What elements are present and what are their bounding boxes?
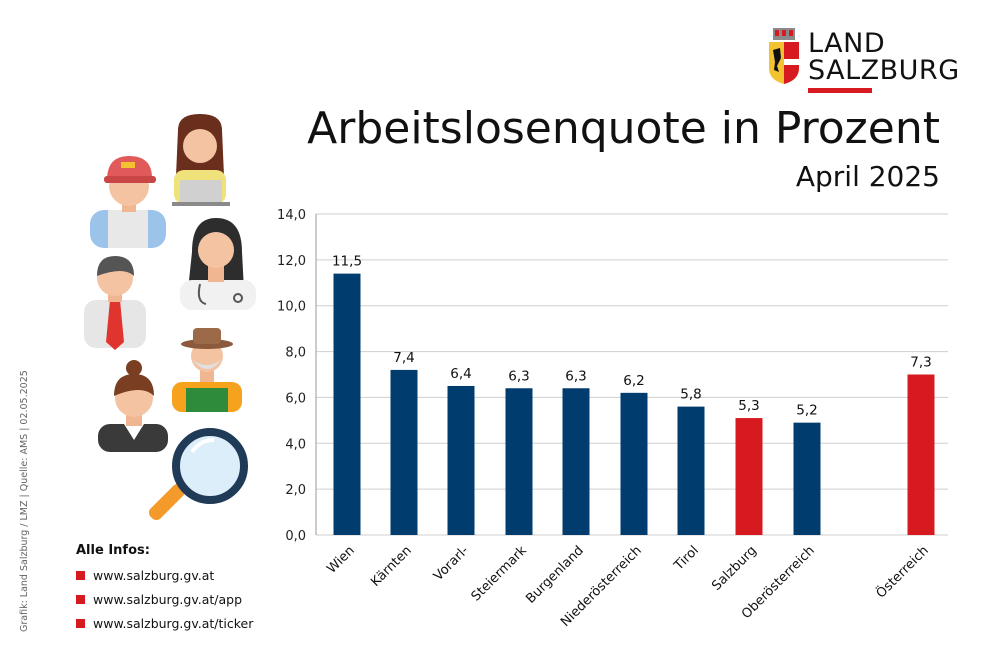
value-label: 5,8: [680, 387, 701, 403]
bar-8: [793, 422, 821, 535]
value-label: 5,3: [738, 398, 759, 414]
value-label: 6,3: [508, 368, 529, 384]
value-label: 11,5: [332, 254, 362, 270]
value-label: 5,2: [796, 403, 817, 419]
bar-1: [390, 369, 418, 535]
land-salzburg-logo: LAND SALZBURG: [766, 28, 959, 98]
value-label: 7,3: [910, 355, 931, 371]
info-title: Alle Infos:: [76, 543, 150, 558]
y-tick-label: 0,0: [285, 529, 306, 544]
bar-3: [505, 388, 533, 535]
logo-line-1: LAND: [808, 28, 886, 59]
info-link-item[interactable]: www.salzburg.gv.at/ticker: [76, 614, 253, 632]
info-link-text[interactable]: www.salzburg.gv.at: [93, 567, 215, 583]
y-tick-label: 6,0: [285, 391, 306, 406]
businessman-icon: [84, 256, 146, 350]
woman-laptop-icon: [172, 114, 230, 206]
y-tick-label: 2,0: [285, 483, 306, 498]
farmer-icon: [172, 328, 242, 412]
info-link-item[interactable]: www.salzburg.gv.at: [76, 566, 253, 584]
bar-2: [447, 385, 475, 535]
category-label: Wien: [324, 543, 358, 577]
magnifier-icon: [148, 428, 248, 521]
bar-0: [333, 273, 361, 535]
square-bullet-icon: [76, 618, 85, 628]
square-bullet-icon: [76, 594, 85, 604]
category-label: Steiermark: [469, 543, 531, 605]
doctor-icon: [180, 218, 256, 310]
bar-7: [735, 418, 763, 535]
category-label: Vorarl-: [431, 543, 472, 584]
coat-of-arms-icon: [769, 28, 799, 84]
info-links: Alle Infos: www.salzburg.gv.at www.salzb…: [76, 543, 253, 638]
y-tick-label: 12,0: [277, 254, 306, 269]
bar-4: [562, 388, 590, 535]
info-link-text[interactable]: www.salzburg.gv.at/app: [93, 591, 243, 607]
square-bullet-icon: [76, 570, 85, 580]
value-label: 7,4: [393, 350, 414, 366]
category-label: Burgenland: [523, 543, 587, 607]
y-tick-label: 8,0: [285, 346, 306, 361]
category-label: Österreich: [872, 542, 932, 602]
chart-title: Arbeitslosenquote in Prozent: [307, 103, 940, 154]
value-label: 6,3: [565, 368, 586, 384]
y-tick-label: 4,0: [285, 437, 306, 452]
source-credit: Grafik: Land Salzburg / LMZ | Quelle: AM…: [19, 370, 30, 632]
bar-6: [677, 406, 705, 535]
value-label: 6,2: [623, 373, 644, 389]
worker-cap-icon: [90, 156, 166, 248]
category-label: Tirol: [671, 543, 702, 574]
y-tick-label: 10,0: [277, 300, 306, 315]
category-label: Salzburg: [709, 543, 760, 594]
logo-underline: [808, 88, 872, 93]
bar-9: [907, 374, 935, 535]
info-link-text[interactable]: www.salzburg.gv.at/ticker: [93, 615, 254, 631]
bar-5: [620, 392, 648, 535]
value-label: 6,4: [450, 366, 471, 382]
category-label: Kärnten: [368, 543, 415, 590]
businesswoman-icon: [98, 360, 168, 452]
logo-line-2: SALZBURG: [808, 55, 960, 86]
info-link-item[interactable]: www.salzburg.gv.at/app: [76, 590, 253, 608]
chart-subtitle: April 2025: [795, 160, 940, 193]
y-tick-label: 14,0: [277, 208, 306, 223]
